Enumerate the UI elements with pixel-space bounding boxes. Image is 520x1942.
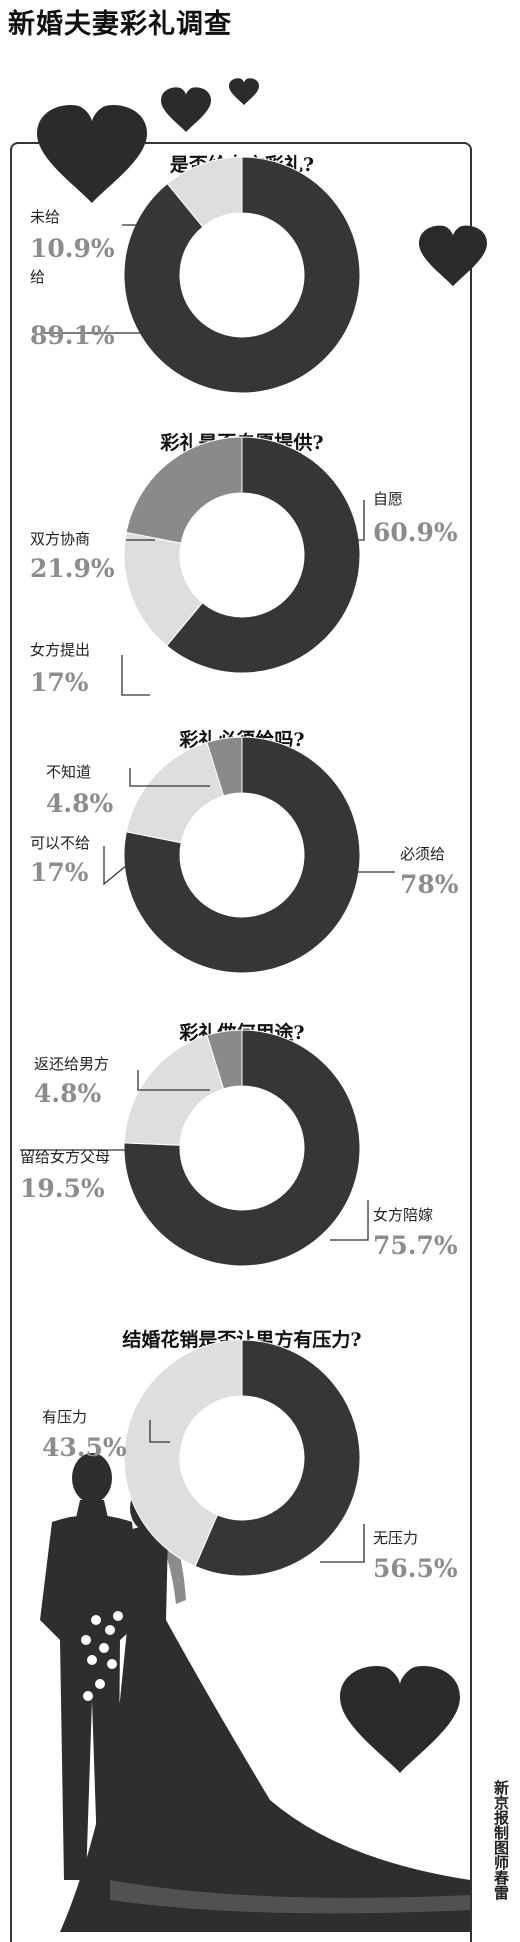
- donut-slice: [125, 741, 225, 844]
- slice-value-label: 56.5%: [373, 1554, 458, 1583]
- leader-line: [137, 1070, 210, 1091]
- slice-value-label: 10.9%: [30, 234, 115, 263]
- slice-label: 给: [30, 268, 45, 286]
- slice-label: 必须给: [400, 845, 445, 863]
- donut-slice: [123, 156, 361, 394]
- heart-icon: [340, 1666, 460, 1773]
- bouquet-icon: [81, 1611, 123, 1701]
- slice-value-label: 89.1%: [30, 321, 115, 350]
- slice-value-label: 4.8%: [34, 1079, 101, 1108]
- slice-value-label: 75.7%: [373, 1231, 458, 1260]
- slice-label: 女方提出: [30, 641, 90, 659]
- donut-slice: [194, 1339, 361, 1577]
- donut-slice: [123, 736, 361, 974]
- leader-line: [330, 1200, 369, 1241]
- slice-label: 女方陪嫁: [373, 1206, 433, 1224]
- slice-label: 不知道: [46, 763, 91, 781]
- donut-slice: [125, 436, 243, 544]
- slice-label: 返还给男方: [34, 1055, 109, 1073]
- slice-label: 无压力: [373, 1529, 418, 1547]
- donut-slice: [165, 436, 361, 674]
- slice-value-label: 19.5%: [20, 1174, 105, 1203]
- slice-label: 有压力: [42, 1408, 87, 1426]
- donut-slice: [206, 736, 243, 797]
- infographic-frame: [10, 142, 472, 1942]
- leader-line: [320, 1524, 365, 1563]
- leader-line: [121, 655, 150, 696]
- heart-icon: [229, 78, 259, 105]
- heart-icon: [419, 225, 487, 287]
- slice-value-label: 4.8%: [46, 789, 113, 818]
- slice-label: 可以不给: [30, 834, 90, 852]
- charts-layer: 是否给女方彩礼?给89.1%未给10.9%彩礼是否自愿提供?自愿60.9%女方提…: [20, 153, 459, 1583]
- leader-line: [338, 500, 365, 541]
- slice-value-label: 78%: [400, 870, 459, 899]
- leader-line: [103, 845, 151, 886]
- page-title: 新婚夫妻彩礼调查: [8, 9, 232, 40]
- slice-label: 留给女方父母: [20, 1148, 110, 1166]
- donut-slice: [166, 156, 243, 228]
- leader-line: [129, 768, 210, 787]
- donut-slice: [123, 1339, 243, 1567]
- slice-value-label: 17%: [30, 858, 89, 887]
- slice-value-label: 43.5%: [42, 1433, 127, 1462]
- slice-label: 双方协商: [30, 530, 90, 548]
- donut-slice: [123, 1029, 361, 1267]
- heart-icon: [161, 87, 211, 132]
- slice-value-label: 17%: [30, 668, 89, 697]
- credit-text: 新京报制图师春雷: [492, 1780, 510, 1900]
- slice-value-label: 21.9%: [30, 554, 115, 583]
- slice-value-label: 60.9%: [373, 518, 458, 547]
- donut-slice: [206, 1029, 243, 1090]
- leader-line: [149, 1420, 170, 1443]
- slice-label: 未给: [30, 208, 60, 226]
- heart-icon: [37, 104, 147, 203]
- slice-label: 自愿: [373, 490, 403, 508]
